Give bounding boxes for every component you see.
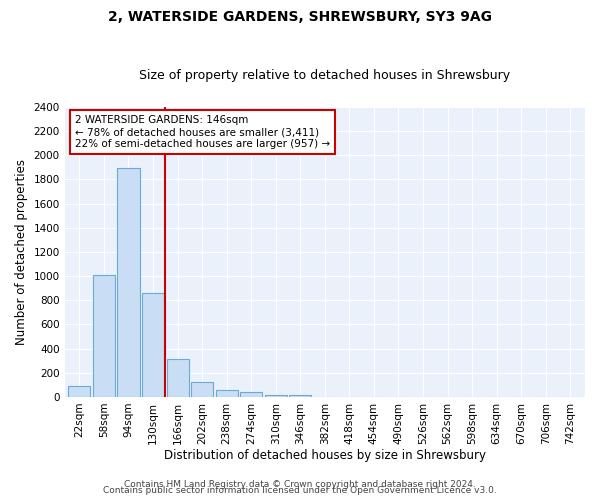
Bar bbox=[68, 386, 91, 397]
Bar bbox=[142, 293, 164, 397]
Text: Contains HM Land Registry data © Crown copyright and database right 2024.: Contains HM Land Registry data © Crown c… bbox=[124, 480, 476, 489]
Bar bbox=[167, 360, 188, 397]
Bar bbox=[118, 168, 140, 397]
X-axis label: Distribution of detached houses by size in Shrewsbury: Distribution of detached houses by size … bbox=[164, 450, 486, 462]
Text: 2, WATERSIDE GARDENS, SHREWSBURY, SY3 9AG: 2, WATERSIDE GARDENS, SHREWSBURY, SY3 9A… bbox=[108, 10, 492, 24]
Bar bbox=[240, 392, 262, 397]
Y-axis label: Number of detached properties: Number of detached properties bbox=[15, 159, 28, 345]
Text: Contains public sector information licensed under the Open Government Licence v3: Contains public sector information licen… bbox=[103, 486, 497, 495]
Bar bbox=[265, 394, 287, 397]
Title: Size of property relative to detached houses in Shrewsbury: Size of property relative to detached ho… bbox=[139, 69, 511, 82]
Bar bbox=[215, 390, 238, 397]
Bar bbox=[289, 395, 311, 397]
Text: 2 WATERSIDE GARDENS: 146sqm
← 78% of detached houses are smaller (3,411)
22% of : 2 WATERSIDE GARDENS: 146sqm ← 78% of det… bbox=[75, 116, 330, 148]
Bar bbox=[93, 275, 115, 397]
Bar bbox=[191, 382, 213, 397]
